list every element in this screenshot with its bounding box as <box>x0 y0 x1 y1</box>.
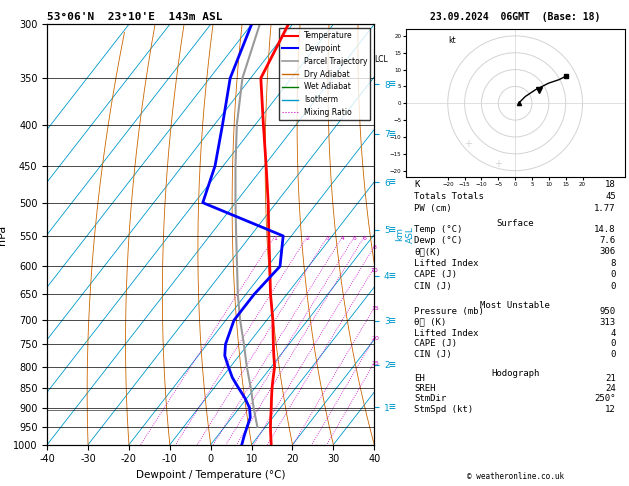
Text: 8: 8 <box>373 245 377 250</box>
Text: Surface: Surface <box>496 219 534 228</box>
Text: Most Unstable: Most Unstable <box>480 301 550 310</box>
Text: 53°06'N  23°10'E  143m ASL: 53°06'N 23°10'E 143m ASL <box>47 12 223 22</box>
Text: 1.77: 1.77 <box>594 205 616 213</box>
Text: EH: EH <box>415 374 425 383</box>
Text: Dewp (°C): Dewp (°C) <box>415 236 463 245</box>
Y-axis label: km
ASL: km ASL <box>395 226 415 243</box>
Text: 21: 21 <box>605 374 616 383</box>
Text: 306: 306 <box>599 247 616 257</box>
Text: 950: 950 <box>599 307 616 316</box>
Text: 0: 0 <box>611 270 616 279</box>
Text: LCL: LCL <box>375 54 388 64</box>
Text: 12: 12 <box>605 405 616 414</box>
Text: Hodograph: Hodograph <box>491 369 539 378</box>
Text: Pressure (mb): Pressure (mb) <box>415 307 484 316</box>
Text: 0: 0 <box>611 339 616 348</box>
Legend: Temperature, Dewpoint, Parcel Trajectory, Dry Adiabat, Wet Adiabat, Isotherm, Mi: Temperature, Dewpoint, Parcel Trajectory… <box>279 28 370 120</box>
Text: CIN (J): CIN (J) <box>415 282 452 291</box>
Text: 3: 3 <box>326 236 330 241</box>
Text: 5: 5 <box>353 236 357 241</box>
Text: 18: 18 <box>605 180 616 189</box>
Text: 2: 2 <box>306 236 309 241</box>
X-axis label: Dewpoint / Temperature (°C): Dewpoint / Temperature (°C) <box>136 470 286 480</box>
Text: K: K <box>415 180 420 189</box>
Text: kt: kt <box>448 36 455 45</box>
Text: ≡: ≡ <box>389 360 395 369</box>
Text: 23.09.2024  06GMT  (Base: 18): 23.09.2024 06GMT (Base: 18) <box>430 12 600 22</box>
Text: 0: 0 <box>611 282 616 291</box>
Text: Temp (°C): Temp (°C) <box>415 225 463 233</box>
Text: θᴇ (K): θᴇ (K) <box>415 317 447 327</box>
Text: StmDir: StmDir <box>415 395 447 403</box>
Text: ≡: ≡ <box>389 316 395 326</box>
Text: Totals Totals: Totals Totals <box>415 192 484 201</box>
Text: Lifted Index: Lifted Index <box>415 259 479 268</box>
Text: 45: 45 <box>605 192 616 201</box>
Text: θᴇ(K): θᴇ(K) <box>415 247 442 257</box>
Text: 313: 313 <box>599 317 616 327</box>
Text: 0: 0 <box>611 350 616 360</box>
Text: CAPE (J): CAPE (J) <box>415 339 457 348</box>
Text: Lifted Index: Lifted Index <box>415 329 479 338</box>
Text: 25: 25 <box>371 361 379 366</box>
Text: 10: 10 <box>370 268 377 273</box>
Text: 4: 4 <box>611 329 616 338</box>
Text: 24: 24 <box>605 384 616 393</box>
Text: ≡: ≡ <box>389 177 395 188</box>
Text: ≡: ≡ <box>389 225 395 235</box>
Text: 20: 20 <box>371 336 379 341</box>
Text: 250°: 250° <box>594 395 616 403</box>
Text: ≡: ≡ <box>389 271 395 281</box>
Text: 7.6: 7.6 <box>599 236 616 245</box>
Text: +: + <box>494 159 503 169</box>
Text: CAPE (J): CAPE (J) <box>415 270 457 279</box>
Text: 8: 8 <box>611 259 616 268</box>
Text: CIN (J): CIN (J) <box>415 350 452 360</box>
Text: ≡: ≡ <box>389 402 395 413</box>
Text: 4: 4 <box>341 236 345 241</box>
Text: StmSpd (kt): StmSpd (kt) <box>415 405 474 414</box>
Text: ≡: ≡ <box>389 79 395 89</box>
Text: PW (cm): PW (cm) <box>415 205 452 213</box>
Text: +: + <box>464 139 472 149</box>
Text: 14.8: 14.8 <box>594 225 616 233</box>
Text: 6: 6 <box>363 236 367 241</box>
Text: 15: 15 <box>372 306 379 311</box>
Text: ≡: ≡ <box>389 129 395 139</box>
Y-axis label: hPa: hPa <box>0 225 8 244</box>
Text: 1: 1 <box>273 236 277 241</box>
Text: © weatheronline.co.uk: © weatheronline.co.uk <box>467 472 564 481</box>
Text: SREH: SREH <box>415 384 436 393</box>
